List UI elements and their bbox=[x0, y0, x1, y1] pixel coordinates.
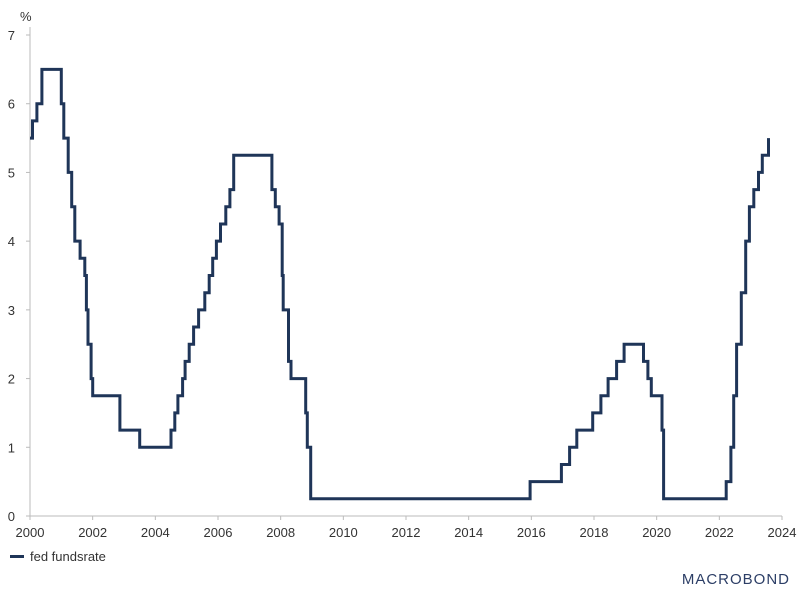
macrobond-logo: MACROBOND bbox=[681, 571, 790, 588]
y-unit-label: % bbox=[20, 9, 32, 24]
x-tick-label: 2024 bbox=[768, 525, 797, 540]
y-tick-label: 4 bbox=[8, 234, 15, 249]
x-tick-label: 2002 bbox=[78, 525, 107, 540]
x-tick-label: 2018 bbox=[580, 525, 609, 540]
series-line-fed-fundsrate bbox=[30, 67, 770, 501]
y-tick-label: 6 bbox=[8, 97, 15, 112]
y-tick-label: 5 bbox=[8, 165, 15, 180]
legend: fed fundsrate bbox=[10, 549, 106, 564]
y-tick-label: 2 bbox=[8, 372, 15, 387]
x-tick-label: 2014 bbox=[454, 525, 483, 540]
x-tick-label: 2022 bbox=[705, 525, 734, 540]
x-tick-label: 2012 bbox=[392, 525, 421, 540]
x-tick-label: 2000 bbox=[16, 525, 45, 540]
x-tick-label: 2006 bbox=[204, 525, 233, 540]
x-tick-label: 2020 bbox=[642, 525, 671, 540]
x-tick-label: 2010 bbox=[329, 525, 358, 540]
legend-label: fed fundsrate bbox=[30, 549, 106, 564]
y-tick-label: 0 bbox=[8, 509, 15, 524]
legend-swatch bbox=[10, 555, 24, 558]
x-tick-label: 2008 bbox=[266, 525, 295, 540]
y-tick-label: 7 bbox=[8, 28, 15, 43]
x-tick-label: 2004 bbox=[141, 525, 170, 540]
x-tick-label: 2016 bbox=[517, 525, 546, 540]
y-tick-label: 3 bbox=[8, 303, 15, 318]
y-tick-label: 1 bbox=[8, 440, 15, 455]
